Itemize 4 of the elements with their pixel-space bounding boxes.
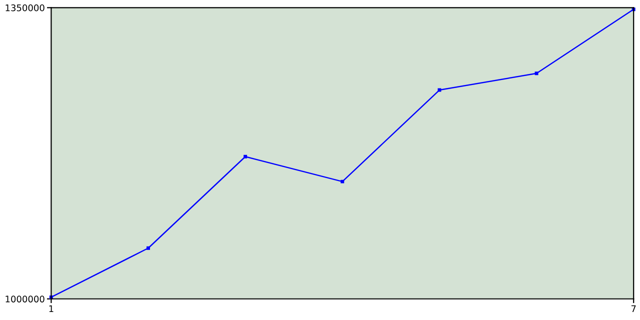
y-tick-label: 1000000	[6, 296, 44, 302]
x-tick-label: 7	[631, 305, 636, 312]
x-tick-label: 1	[49, 305, 54, 312]
y-tick-label: 1350000	[6, 4, 44, 12]
